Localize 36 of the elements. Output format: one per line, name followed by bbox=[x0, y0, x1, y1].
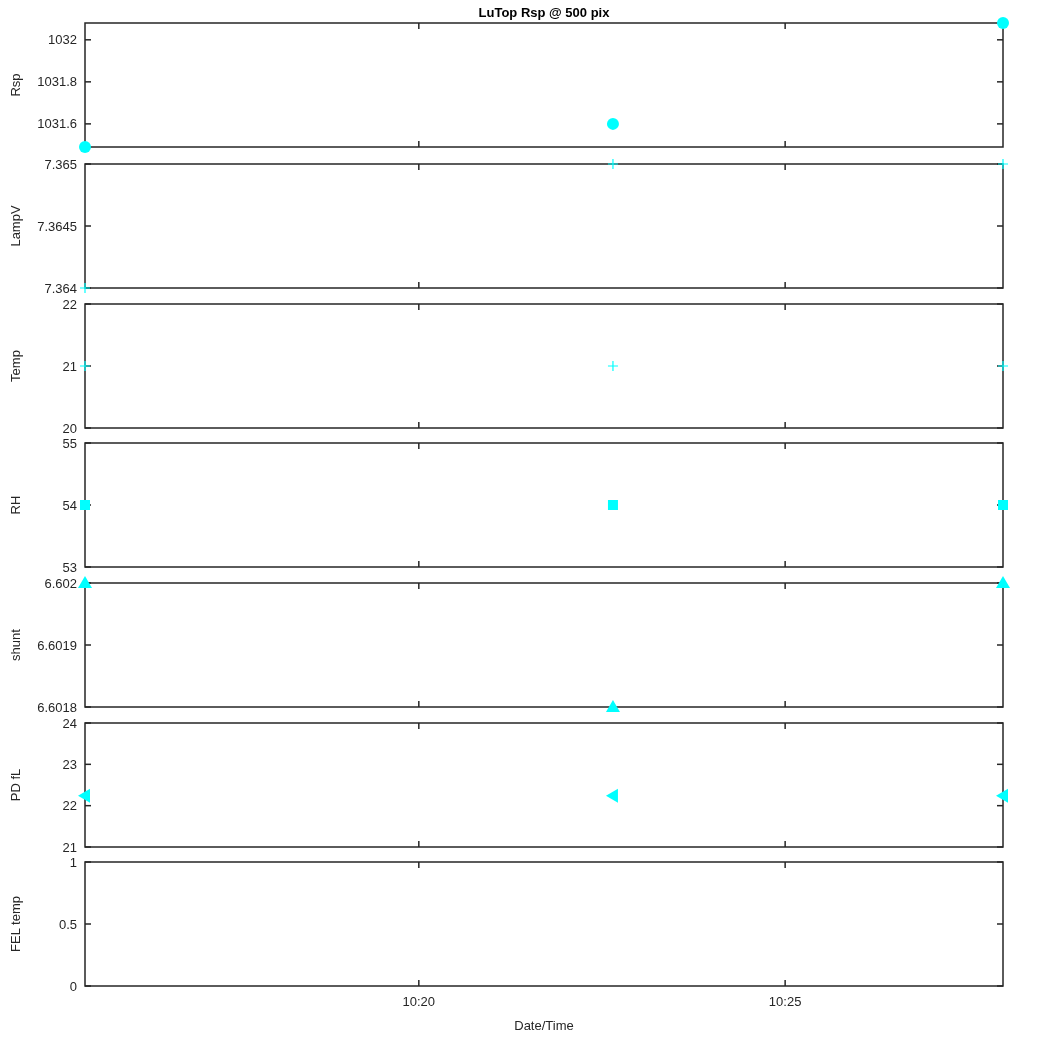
y-tick-label: 23 bbox=[62, 756, 77, 772]
y-axis-title: RH bbox=[8, 495, 23, 515]
point bbox=[606, 117, 619, 130]
point bbox=[79, 141, 91, 153]
y-tick-label: 1 bbox=[69, 854, 77, 870]
y-tick-label: 24 bbox=[62, 715, 77, 731]
y-tick-label: 22 bbox=[62, 296, 77, 312]
y-axis-title: PD fL bbox=[8, 768, 23, 802]
y-tick-label: 0 bbox=[69, 978, 77, 994]
y-axis-title: Rsp bbox=[8, 73, 23, 97]
y-tick-label: 6.602 bbox=[44, 575, 77, 591]
y-tick-label: 6.6018 bbox=[37, 699, 77, 715]
x-tick-label: 10:25 bbox=[768, 994, 802, 1009]
y-tick-label: 1032 bbox=[48, 32, 77, 48]
y-tick-label: 54 bbox=[62, 497, 77, 513]
x-axis-title: Date/Time bbox=[514, 1018, 574, 1033]
y-tick-label: 55 bbox=[62, 435, 77, 451]
y-tick-label: 21 bbox=[62, 839, 77, 855]
y-tick-label: 7.3645 bbox=[37, 218, 77, 234]
point bbox=[997, 17, 1009, 29]
y-tick-label: 6.6019 bbox=[37, 637, 77, 653]
chart-title: LuTop Rsp @ 500 pix bbox=[478, 5, 611, 20]
y-axis-title: Temp bbox=[8, 350, 23, 382]
y-tick-label: 20 bbox=[62, 420, 77, 436]
y-axis-title: LampV bbox=[8, 205, 23, 247]
y-tick-label: 7.365 bbox=[44, 156, 77, 172]
x-tick-label: 10:20 bbox=[402, 994, 436, 1009]
y-tick-label: 22 bbox=[62, 798, 77, 814]
y-tick-label: 1031.6 bbox=[37, 116, 77, 132]
y-tick-label: 7.364 bbox=[44, 280, 77, 296]
y-tick-label: 53 bbox=[62, 559, 77, 575]
y-tick-label: 21 bbox=[62, 358, 77, 374]
y-tick-label: 1031.8 bbox=[37, 74, 77, 90]
y-axis-title: shunt bbox=[8, 628, 23, 661]
y-axis-title: FEL temp bbox=[8, 896, 23, 952]
y-tick-label: 0.5 bbox=[58, 916, 77, 932]
